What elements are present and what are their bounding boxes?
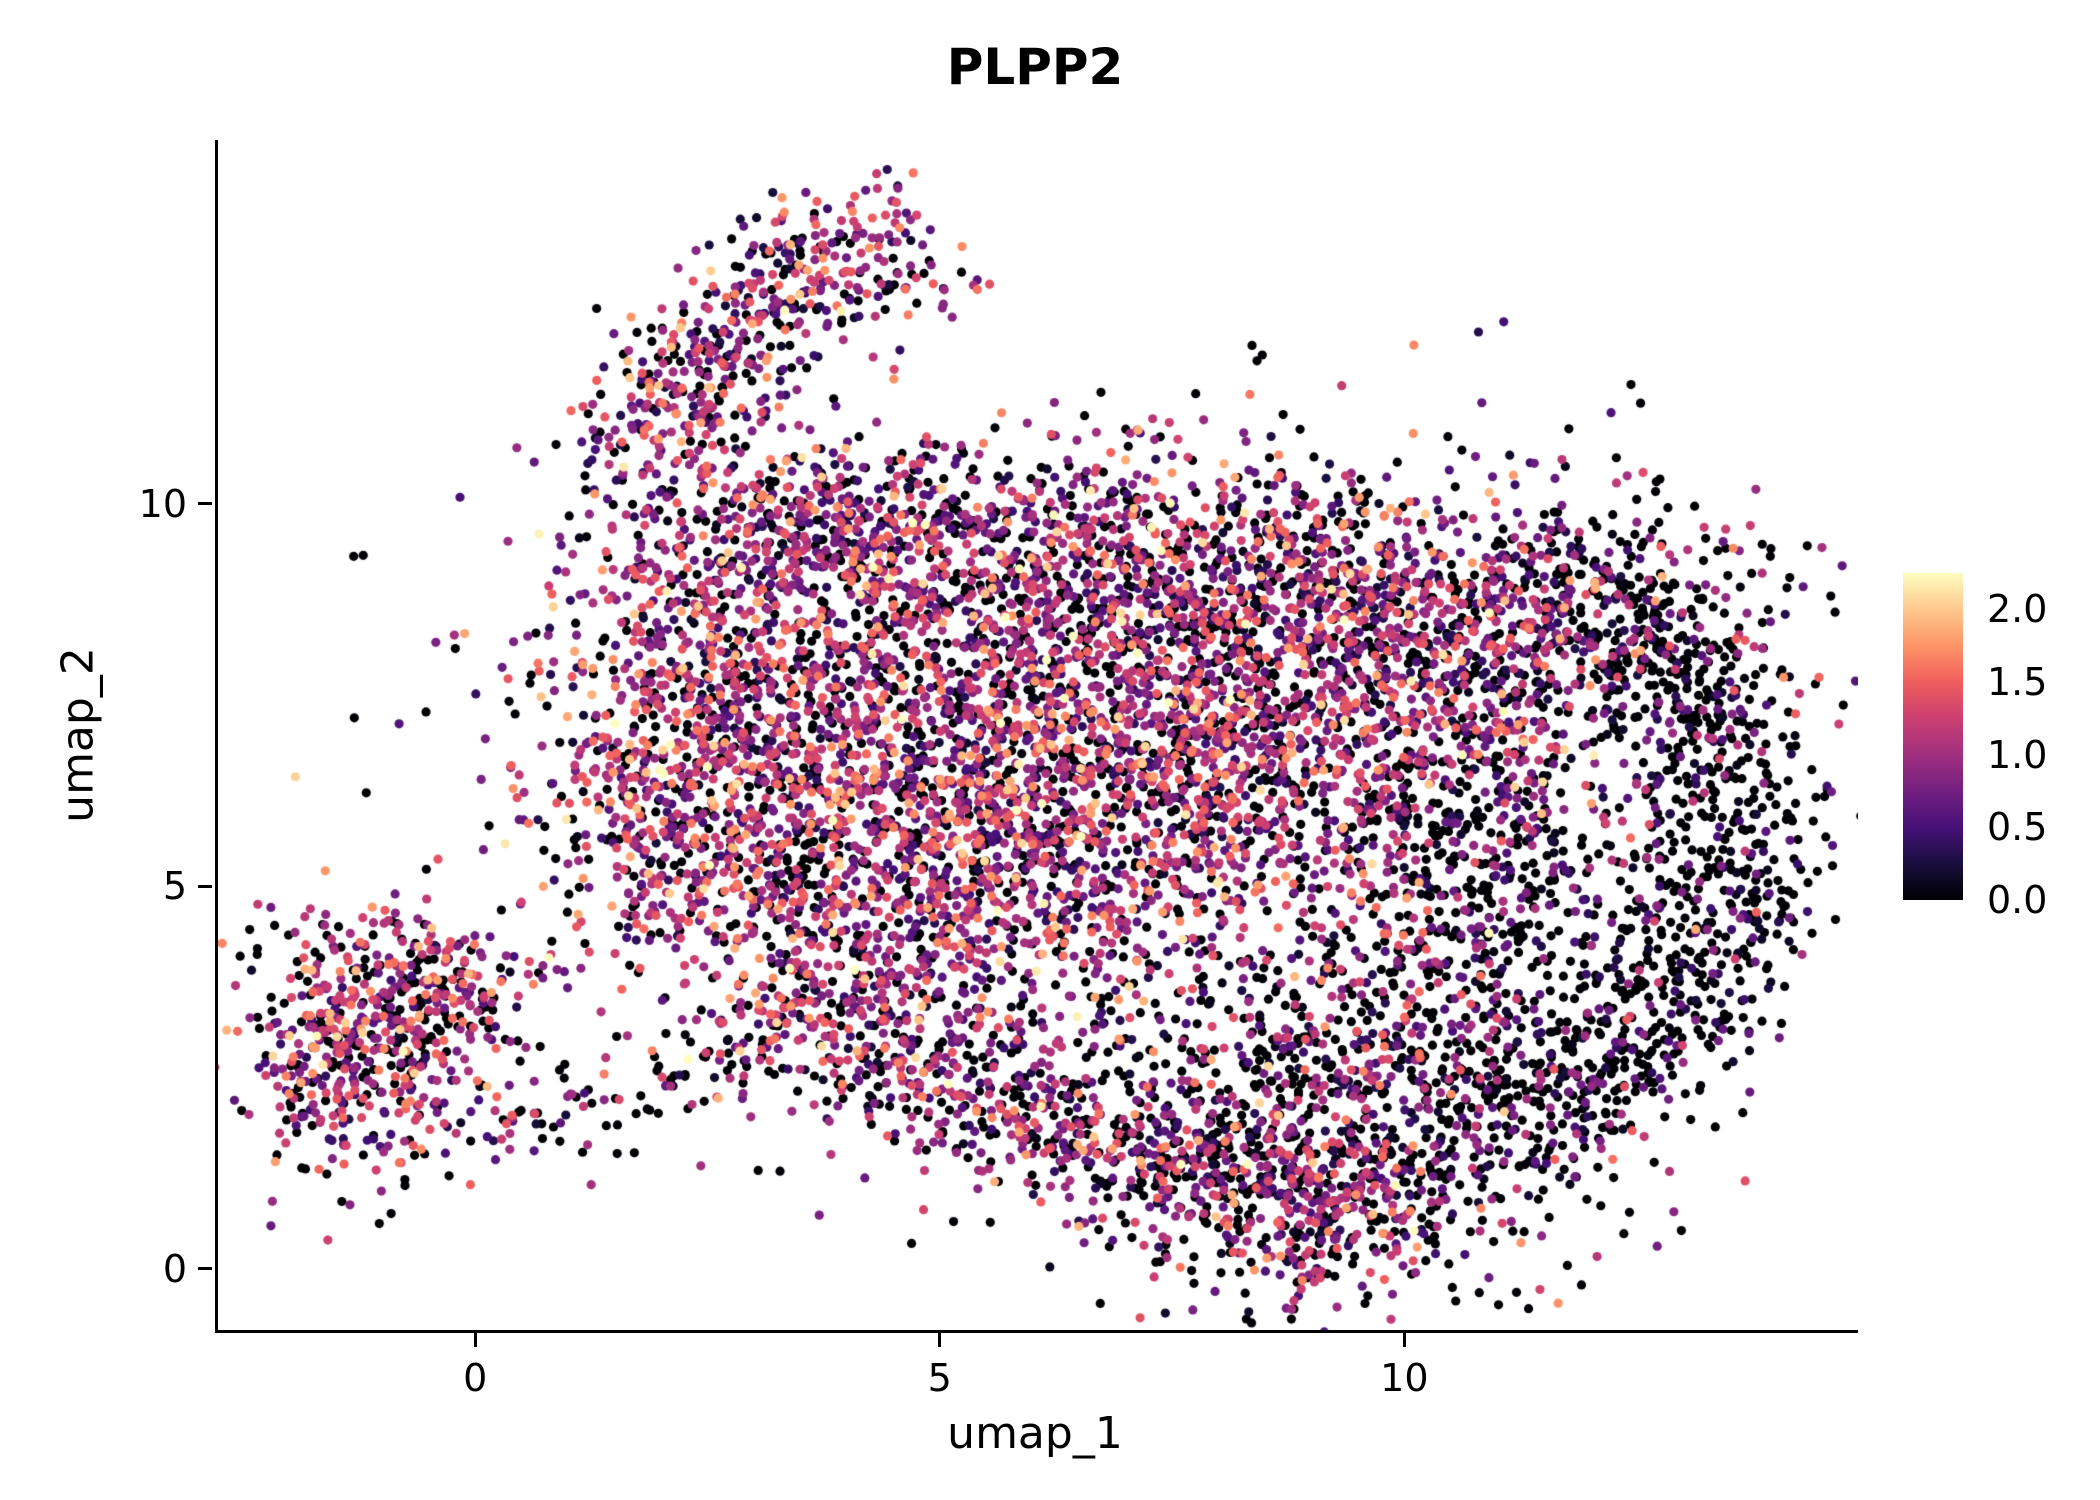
x-tick-mark: [938, 1333, 942, 1347]
plot-panel: [215, 140, 1858, 1333]
y-tick-mark: [198, 1267, 212, 1271]
x-tick-label-2: 10: [1380, 1356, 1429, 1400]
y-axis-label: umap_2: [52, 647, 104, 823]
plot-title: PLPP2: [946, 38, 1124, 96]
x-tick-mark: [473, 1333, 477, 1347]
x-tick-label-1: 5: [927, 1356, 952, 1400]
y-tick-label-2: 10: [138, 481, 187, 526]
y-tick-mark: [198, 502, 212, 505]
y-tick-label-0: 0: [162, 1246, 187, 1291]
x-tick-mark: [1402, 1333, 1406, 1347]
colorbar-tick-label-0: 2.0: [1987, 587, 2048, 632]
colorbar-tick-label-4: 0.0: [1987, 878, 2048, 922]
x-axis-label: umap_1: [947, 1408, 1123, 1459]
umap-scatter-canvas: [218, 140, 1858, 1330]
x-tick-label-0: 0: [463, 1356, 488, 1400]
colorbar-tick-label-2: 1.0: [1987, 732, 2048, 777]
colorbar-tick-label-3: 0.5: [1987, 805, 2048, 850]
colorbar-tick-label-1: 1.5: [1987, 660, 2048, 704]
y-tick-mark: [198, 884, 212, 888]
expression-colorbar: [1903, 573, 1963, 900]
y-tick-label-1: 5: [162, 864, 187, 909]
